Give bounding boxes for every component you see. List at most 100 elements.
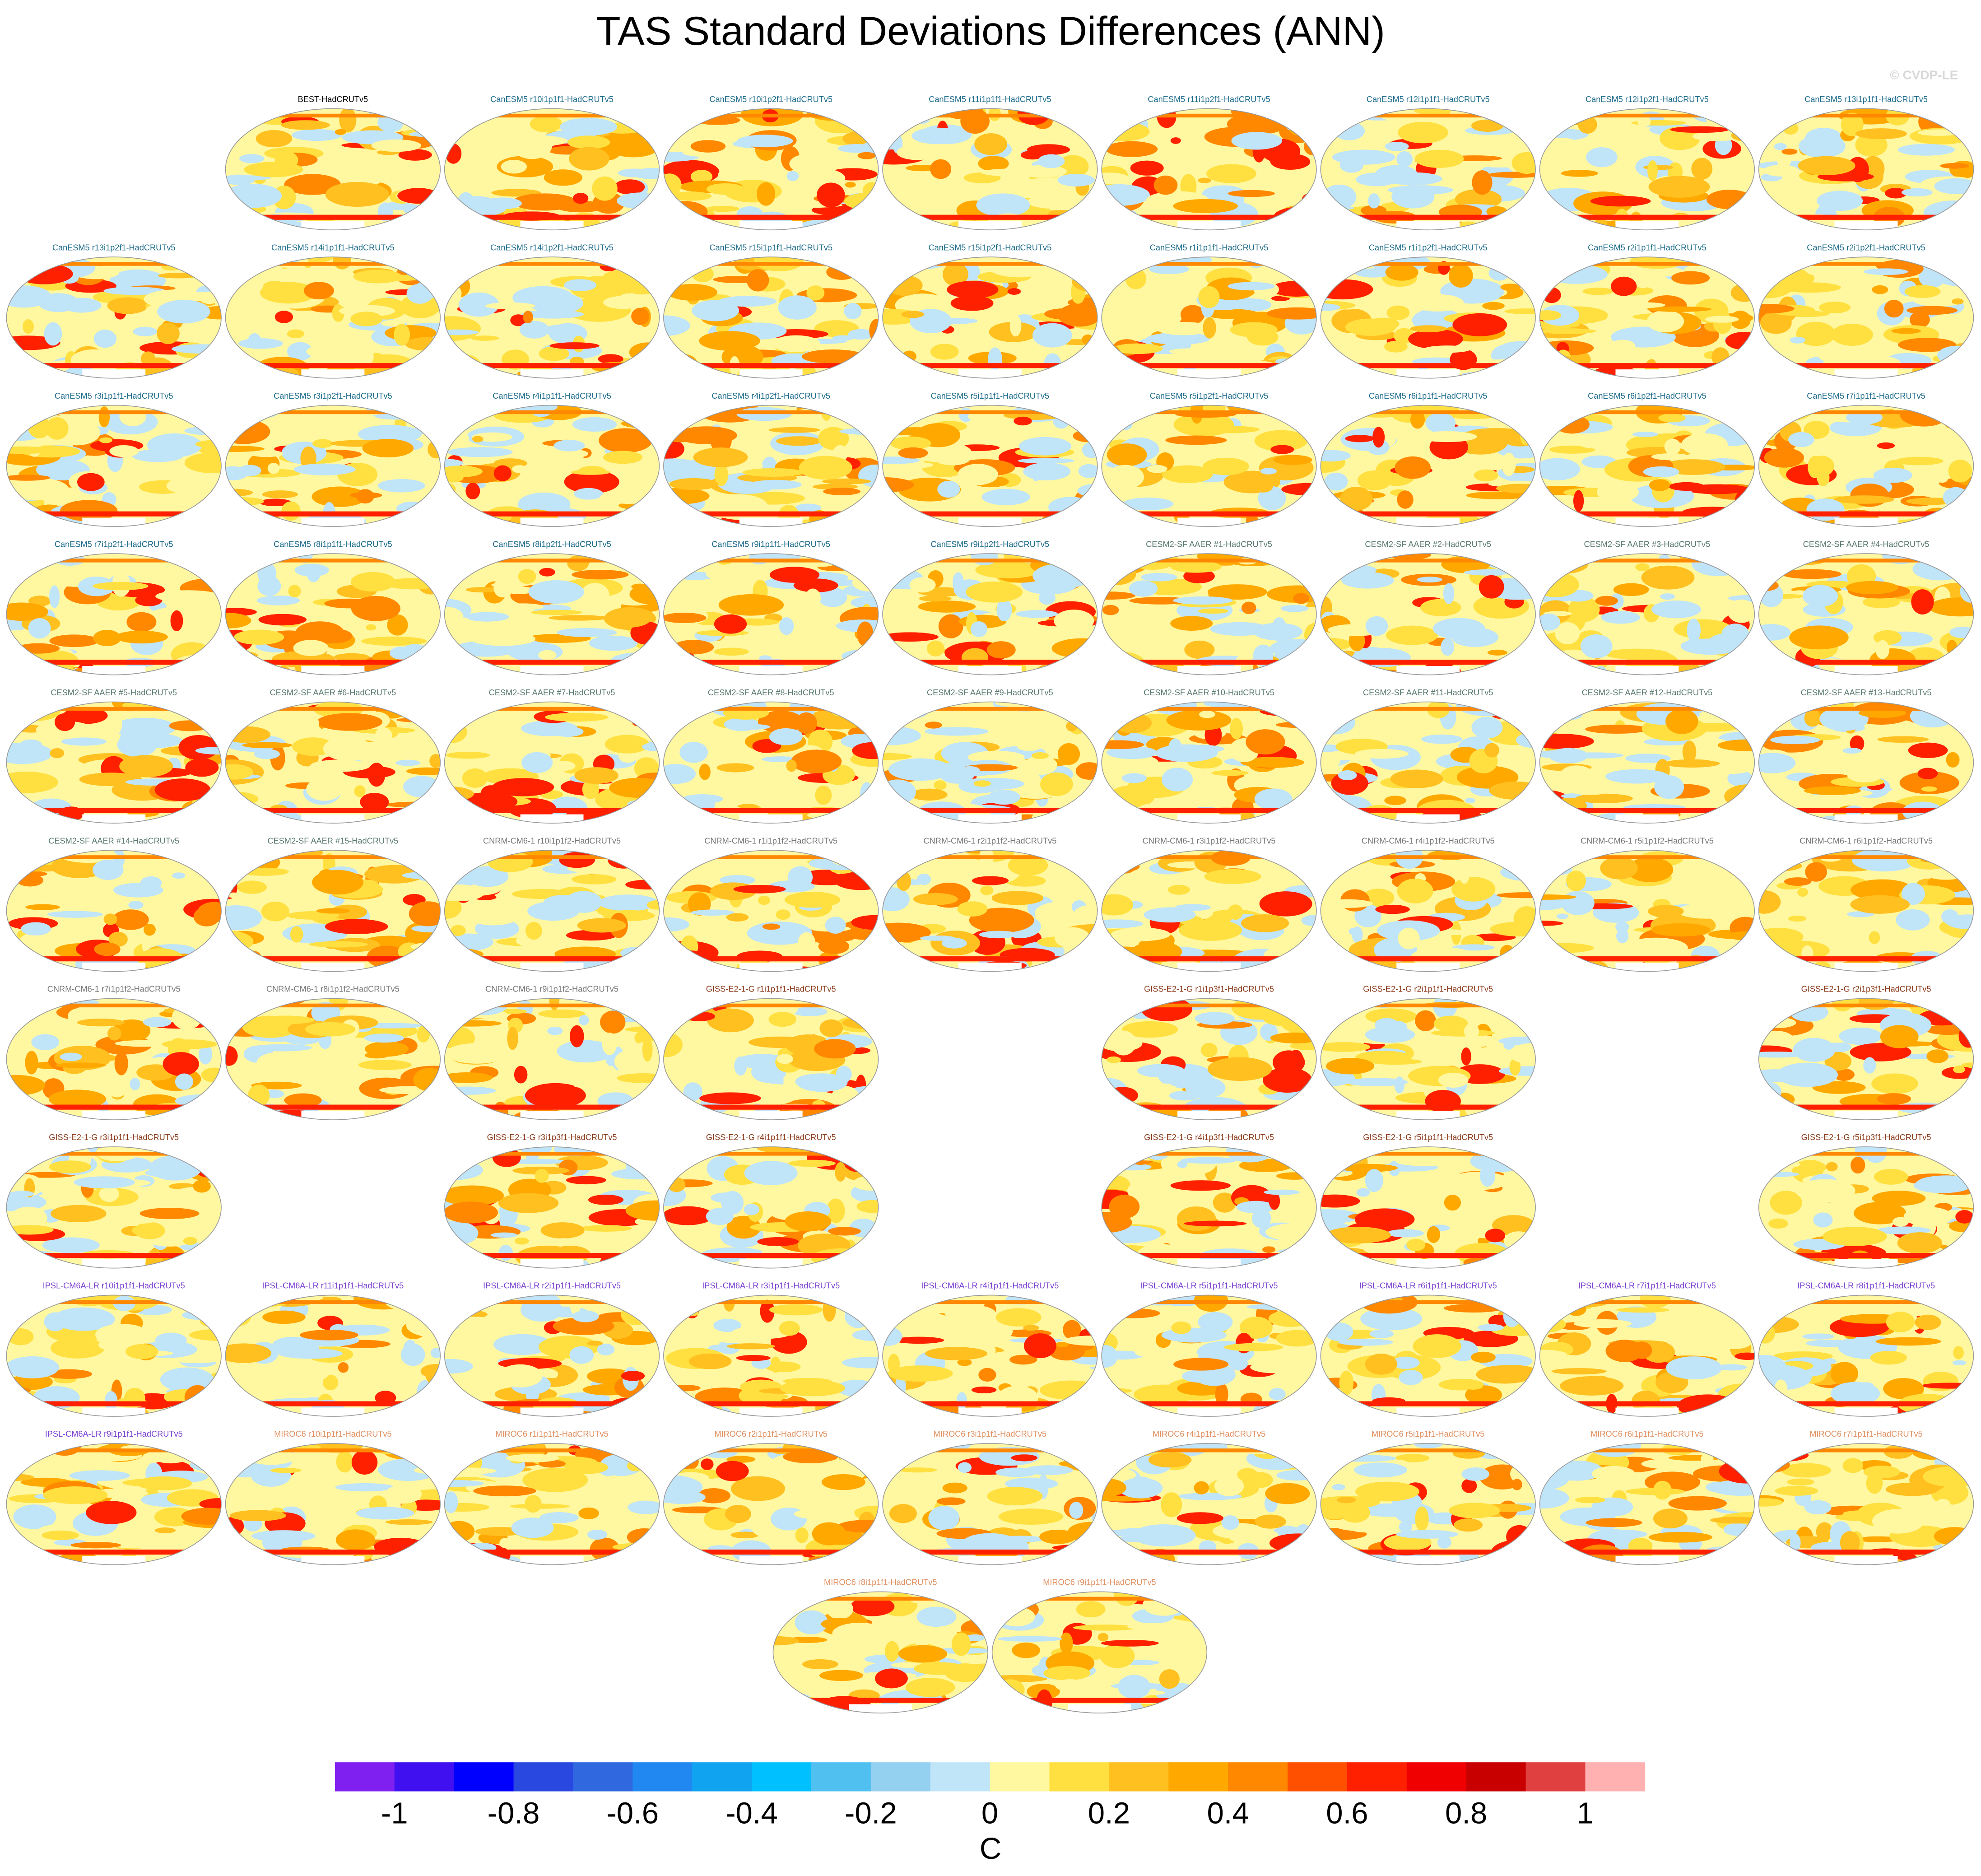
map-field — [512, 193, 577, 211]
map-field — [1948, 459, 1972, 483]
panel-title: CESM2-SF AAER #8-HadCRUTv5 — [708, 688, 834, 697]
map-field — [535, 1168, 549, 1183]
map-field — [544, 712, 609, 722]
map-field — [6, 602, 48, 621]
map-field — [1254, 788, 1293, 810]
map-field — [1869, 931, 1880, 944]
map-outline — [444, 553, 660, 675]
map-field — [896, 144, 938, 160]
map-field — [571, 470, 611, 475]
map-field — [567, 135, 610, 149]
map-field — [1600, 857, 1638, 880]
map-field — [530, 292, 584, 314]
map-field — [284, 1093, 322, 1108]
map-field — [1646, 310, 1684, 333]
map-field — [805, 588, 821, 608]
map-field — [569, 1025, 584, 1047]
map-band — [225, 511, 441, 517]
map-field — [901, 311, 924, 318]
map-field — [254, 749, 280, 759]
map-field — [1670, 126, 1729, 133]
map-field — [569, 1346, 594, 1364]
map-field — [714, 463, 728, 486]
map-field — [387, 614, 408, 636]
map-field — [1338, 1338, 1394, 1346]
map-field — [1146, 332, 1210, 345]
map-field — [956, 1392, 967, 1410]
map-field — [248, 333, 261, 349]
map-field — [1170, 1180, 1231, 1191]
map-field — [251, 1530, 316, 1542]
map-field — [1228, 282, 1275, 291]
map-field — [1354, 749, 1409, 759]
map-field — [1006, 295, 1039, 304]
map-field — [567, 555, 589, 572]
map-field — [281, 501, 301, 521]
map-band — [1758, 511, 1974, 517]
map-field — [910, 462, 933, 468]
map-field — [1449, 1172, 1509, 1190]
map-field — [229, 317, 259, 333]
map-field — [1363, 1245, 1395, 1254]
map-field — [821, 1474, 865, 1490]
map-band — [883, 559, 1097, 563]
map-field — [1631, 1341, 1652, 1359]
map-field — [888, 758, 952, 781]
map-field — [87, 1078, 128, 1095]
map-field — [1539, 897, 1567, 910]
map-antarctica — [1396, 963, 1460, 972]
map-antarctica — [739, 814, 803, 824]
map-field — [795, 503, 822, 512]
map-field — [335, 1483, 395, 1492]
map-field — [1899, 771, 1959, 794]
map-field — [663, 1206, 713, 1225]
map-field — [1365, 1169, 1383, 1192]
panel-title: GISS-E2-1-G r5i1p1f1-HadCRUTv5 — [1363, 1133, 1493, 1142]
map-band — [1758, 855, 1974, 859]
map-band — [1539, 808, 1755, 813]
map-field — [1395, 456, 1431, 479]
map-field — [1896, 909, 1930, 931]
map-field — [1470, 1205, 1504, 1217]
map-field — [470, 335, 499, 341]
map-field — [614, 1049, 651, 1074]
map-field — [1125, 1372, 1139, 1385]
map-field — [98, 406, 110, 428]
map-field — [1425, 413, 1456, 433]
map-field — [1844, 262, 1880, 284]
map-outline — [1758, 998, 1974, 1120]
map-field — [1236, 1201, 1275, 1214]
map-field — [1321, 1042, 1371, 1052]
map-field — [288, 585, 301, 598]
map-band — [6, 1104, 222, 1110]
map-field — [605, 1093, 619, 1107]
map-field — [1758, 890, 1781, 914]
panel-title: GISS-E2-1-G r1i1p3f1-HadCRUTv5 — [1144, 985, 1274, 994]
map-outline — [1758, 701, 1974, 824]
map-field — [1102, 894, 1134, 916]
panel-title: IPSL-CM6A-LR r2i1p1f1-HadCRUTv5 — [483, 1281, 621, 1290]
map-field — [62, 298, 102, 313]
map-field — [543, 325, 573, 336]
map-band — [6, 511, 222, 517]
map-field — [832, 335, 854, 341]
map-field — [1112, 343, 1163, 354]
map-field — [539, 346, 569, 361]
map-field — [1877, 442, 1895, 449]
panel-title: CESM2-SF AAER #5-HadCRUTv5 — [51, 688, 177, 697]
map-field — [1288, 1050, 1304, 1074]
panel-title: GISS-E2-1-G r1i1p1f1-HadCRUTv5 — [706, 985, 836, 994]
map-field — [625, 1200, 660, 1221]
map-field — [336, 1451, 353, 1473]
map-field — [1264, 1189, 1300, 1195]
map-field — [1665, 1356, 1722, 1380]
panel-title: CanESM5 r7i1p1f1-HadCRUTv5 — [1807, 391, 1925, 400]
map-antarctica — [1177, 1111, 1241, 1120]
map-field — [1805, 1340, 1854, 1347]
map-field — [1664, 759, 1720, 768]
map-field — [970, 621, 988, 638]
map-field — [819, 1019, 843, 1038]
map-antarctica — [1834, 666, 1898, 675]
map-field — [1162, 465, 1213, 484]
panel-title: CanESM5 r14i1p1f1-HadCRUTv5 — [271, 243, 395, 252]
